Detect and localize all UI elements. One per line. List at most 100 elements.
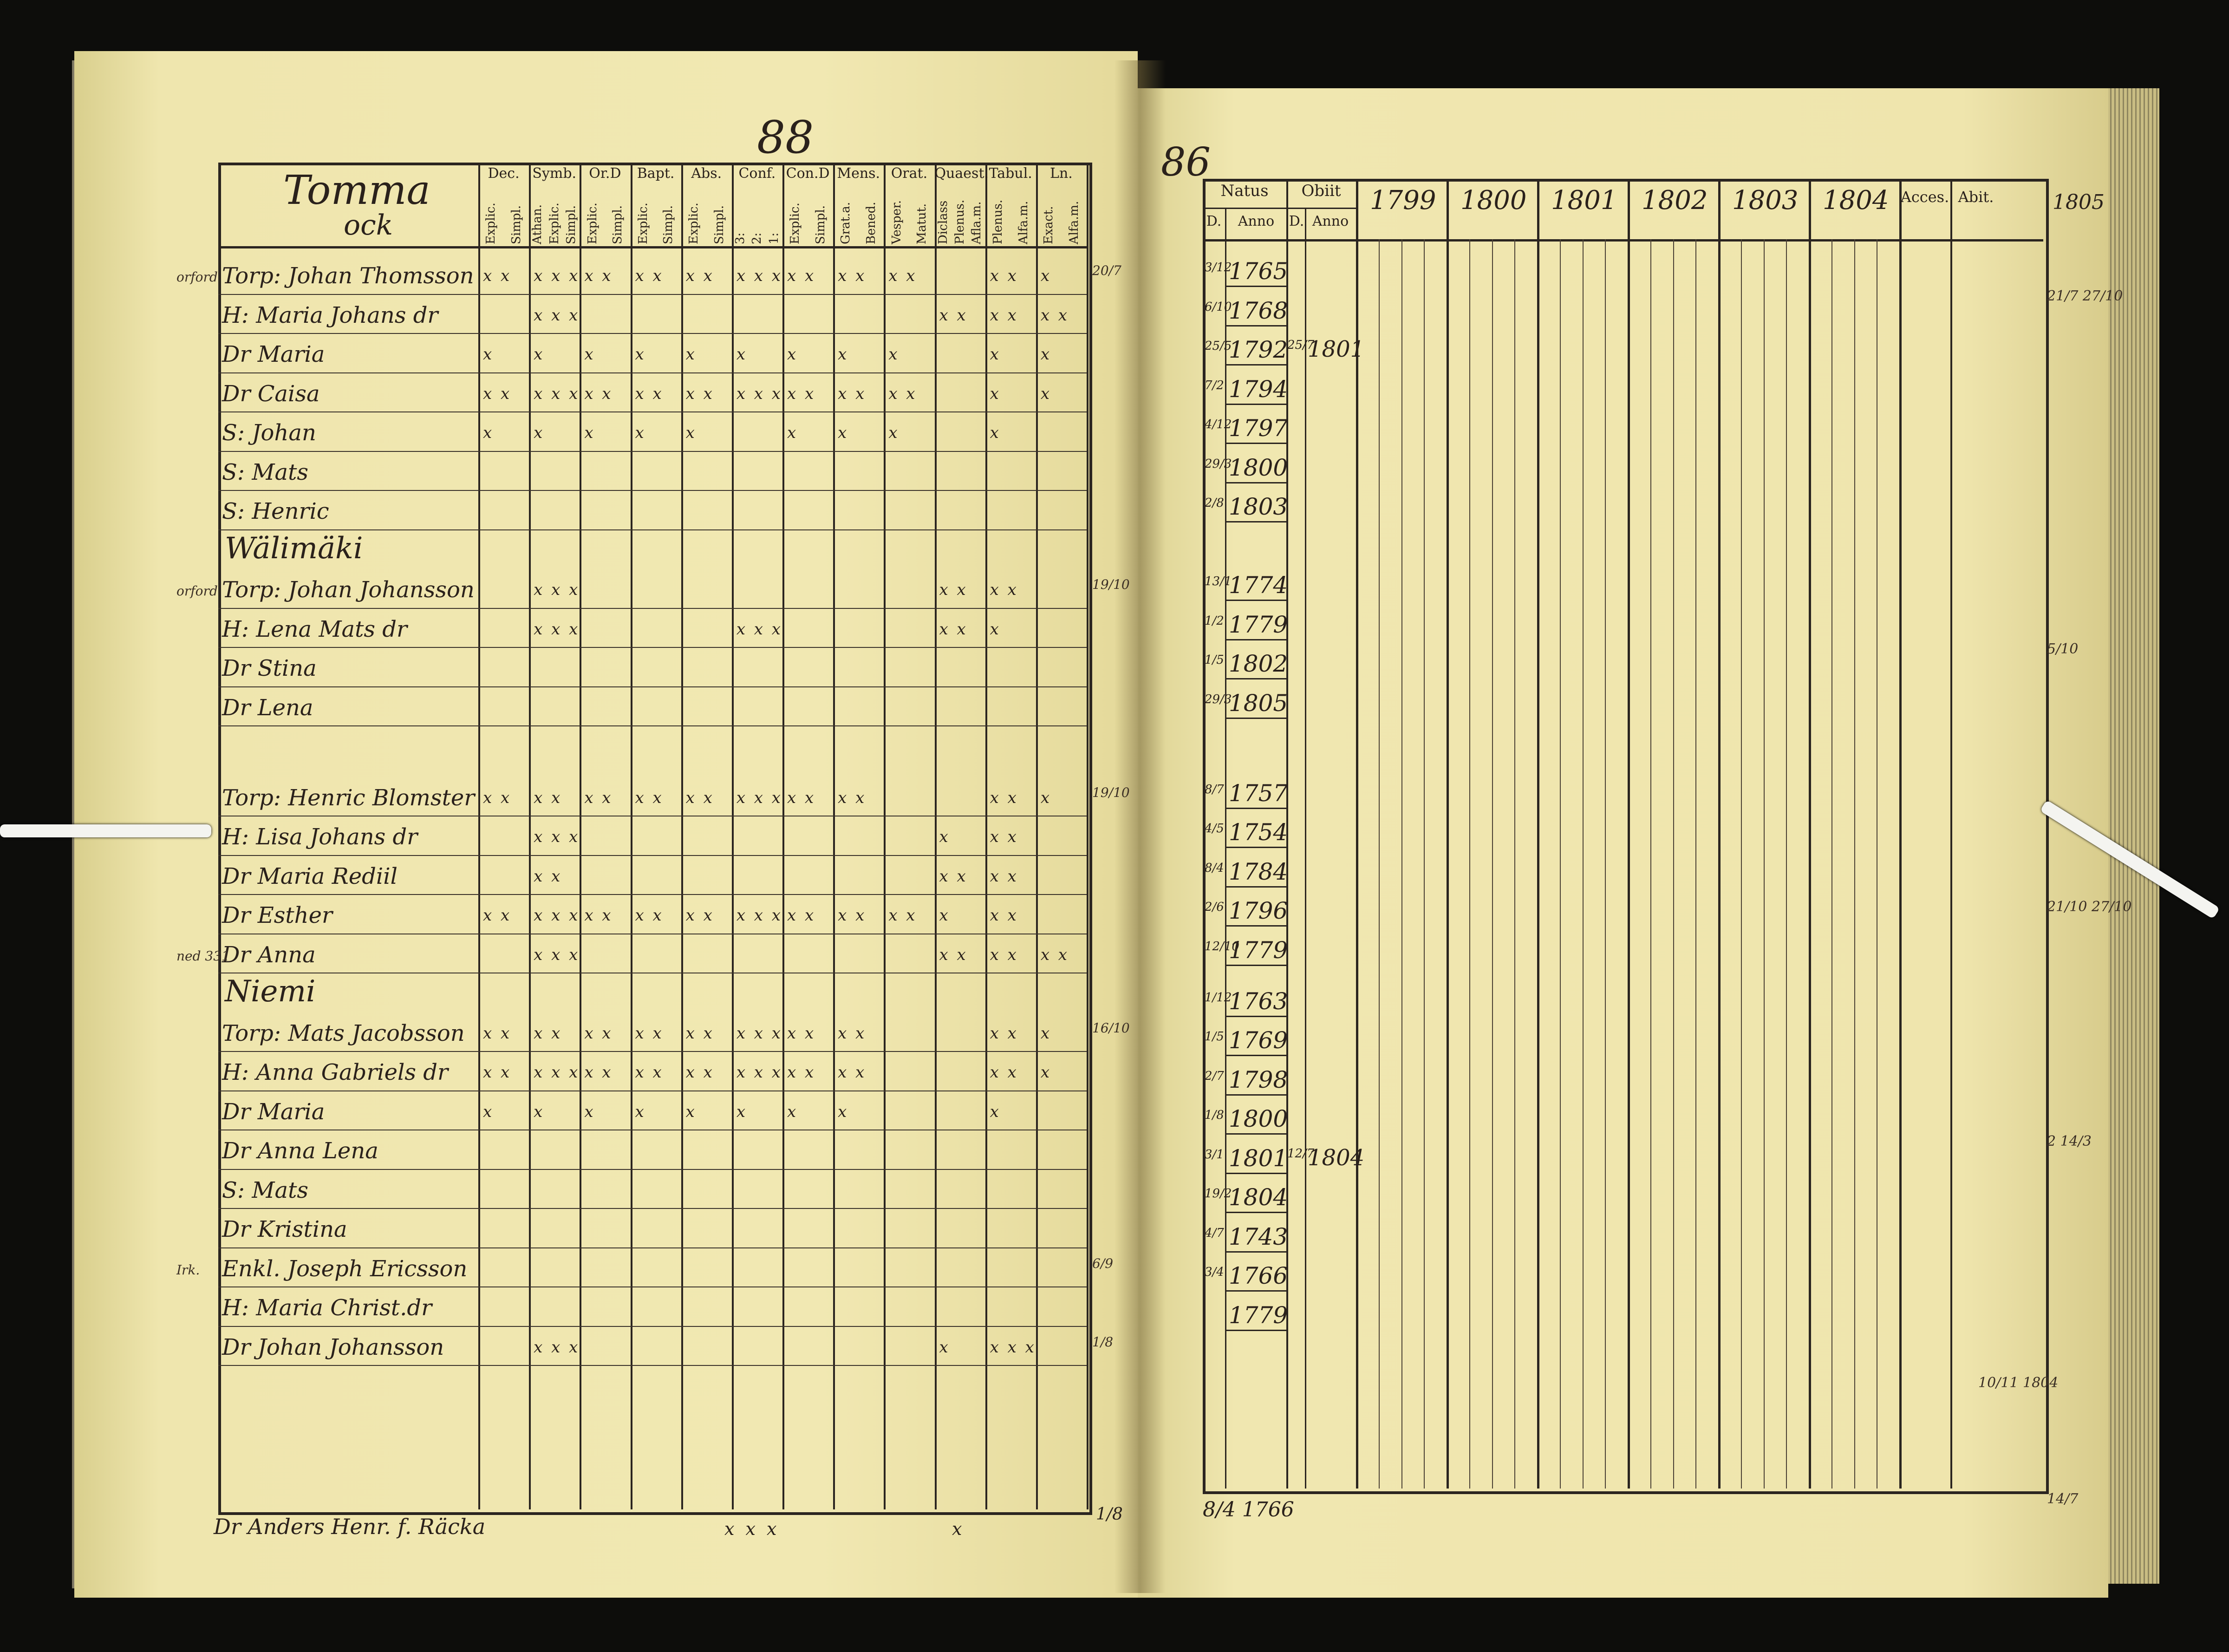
natus-underline	[1226, 678, 1286, 679]
right-margin-note: 2 14/3	[2047, 1133, 2092, 1149]
natus-day: 4/7	[1205, 1226, 1224, 1240]
right-subcol-line	[1740, 239, 1742, 1489]
left-row-mark: x x x	[534, 267, 580, 285]
left-row-mark: x x	[990, 906, 1018, 925]
left-column-subheader: Plenus.	[991, 199, 1005, 244]
right-register-table	[1203, 179, 2049, 1494]
left-title-sub: ock	[344, 209, 393, 242]
left-footer-marks-3: 1/8	[1096, 1505, 1123, 1524]
right-subcol-line	[1559, 239, 1561, 1489]
left-row-mark: x	[990, 384, 1001, 403]
left-page-number: 88	[757, 111, 814, 163]
left-row-mark: x x x	[534, 828, 580, 847]
left-row-mark: x x x	[534, 384, 580, 403]
right-extra-year: 1805	[2053, 190, 2105, 214]
left-row-mark: x	[787, 1102, 798, 1121]
left-row-mark: x x	[635, 906, 664, 925]
left-row-mark: x x	[939, 581, 968, 599]
left-row-rule	[218, 1365, 1087, 1366]
left-row-name: Dr Anna	[222, 941, 316, 968]
left-row-mark: x x	[888, 384, 917, 403]
left-row-rule	[218, 490, 1087, 491]
left-row-mark: x	[939, 828, 950, 847]
left-row-mark: x x	[685, 384, 714, 403]
natus-day: 25/5	[1205, 339, 1232, 353]
left-row-mark: x x	[1040, 945, 1069, 964]
left-row-mark: x	[584, 1102, 595, 1121]
left-column-divider	[985, 163, 987, 1509]
left-row-rule	[218, 333, 1087, 334]
natus-year: 1800	[1229, 454, 1288, 481]
right-margin-note: 21/7 27/10	[2047, 288, 2123, 304]
left-row-name: Torp: Mats Jacobsson	[222, 1020, 465, 1046]
left-row-mark: x	[483, 1102, 494, 1121]
natus-d: D.	[1206, 213, 1222, 229]
natus-year: 1802	[1229, 650, 1288, 677]
right-col-line	[1447, 179, 1449, 1489]
left-row-mark: x x x	[534, 1338, 580, 1357]
left-row-rule	[218, 1247, 1087, 1248]
left-column-header: Quaest.	[934, 165, 989, 182]
natus-day: 1/5	[1205, 1030, 1224, 1044]
right-col-line	[1718, 179, 1721, 1489]
left-row-mark: x	[736, 345, 748, 364]
natus-anno: Anno	[1238, 213, 1275, 229]
natus-year: 1794	[1229, 375, 1288, 403]
right-footer-entry: 8/4 1766	[1203, 1498, 1294, 1521]
natus-underline	[1226, 1055, 1286, 1057]
left-column-divider	[1087, 163, 1088, 1509]
left-row-mark: x	[635, 424, 646, 442]
left-row-rule	[218, 451, 1087, 452]
natus-underline	[1226, 964, 1286, 966]
left-row-rule	[218, 529, 1087, 530]
left-page	[74, 51, 1138, 1598]
natus-day: 19/2	[1205, 1187, 1232, 1201]
natus-underline	[1226, 286, 1286, 287]
left-row-rule	[218, 855, 1087, 856]
left-row-mark: x	[838, 345, 849, 364]
left-row-mark: x x	[787, 384, 816, 403]
abit-note: 10/11 1804	[1978, 1375, 2059, 1391]
left-row-mark: x x	[584, 1063, 613, 1082]
left-row-mark: x x x	[736, 1063, 782, 1082]
natus-year: 1779	[1229, 1301, 1288, 1329]
natus-year: 1779	[1229, 611, 1288, 638]
left-row-mark: x x x	[736, 384, 782, 403]
left-row-rule	[218, 686, 1087, 687]
left-right-note: 1/8	[1092, 1334, 1114, 1350]
left-row-mark: x	[1040, 384, 1052, 403]
book-gutter	[1114, 60, 1166, 1593]
left-row-mark: x x	[990, 267, 1018, 285]
left-row-mark: x	[685, 1102, 697, 1121]
natus-day: 3/1	[1205, 1147, 1224, 1162]
left-row-rule	[218, 894, 1087, 895]
left-row-rule	[218, 294, 1087, 295]
left-row-mark: x x	[584, 788, 613, 807]
left-row-rule	[218, 1208, 1087, 1209]
natus-year: 1784	[1229, 858, 1288, 885]
left-row-mark: x	[1040, 788, 1052, 807]
left-column-subheader: Simpl.	[611, 205, 625, 244]
left-row-mark: x x	[990, 581, 1018, 599]
left-column-subheader: Bened.	[864, 202, 879, 244]
left-column-subheader: Matut.	[915, 203, 929, 244]
left-row-mark: x x x	[736, 620, 782, 639]
natus-year: 1800	[1229, 1105, 1288, 1133]
left-row-mark: x x	[685, 1063, 714, 1082]
left-household-heading: Wälimäki	[225, 531, 363, 566]
left-column-divider	[630, 163, 632, 1509]
right-subcol-line	[1582, 239, 1584, 1489]
natus-day: 2/7	[1205, 1069, 1224, 1083]
left-row-mark: x x	[534, 1024, 562, 1043]
left-row-name: S: Henric	[222, 498, 329, 524]
left-row-mark: x	[787, 345, 798, 364]
left-row-mark: x	[990, 620, 1001, 639]
left-row-rule	[218, 607, 1087, 609]
natus-year: 1797	[1229, 415, 1288, 442]
left-column-subheader: Simpl.	[509, 205, 523, 244]
left-row-mark: x	[685, 424, 697, 442]
left-row-rule	[218, 1286, 1087, 1288]
natus-day: 29/3	[1205, 457, 1232, 471]
left-column-divider	[884, 163, 886, 1509]
left-row-mark: x	[534, 1102, 545, 1121]
